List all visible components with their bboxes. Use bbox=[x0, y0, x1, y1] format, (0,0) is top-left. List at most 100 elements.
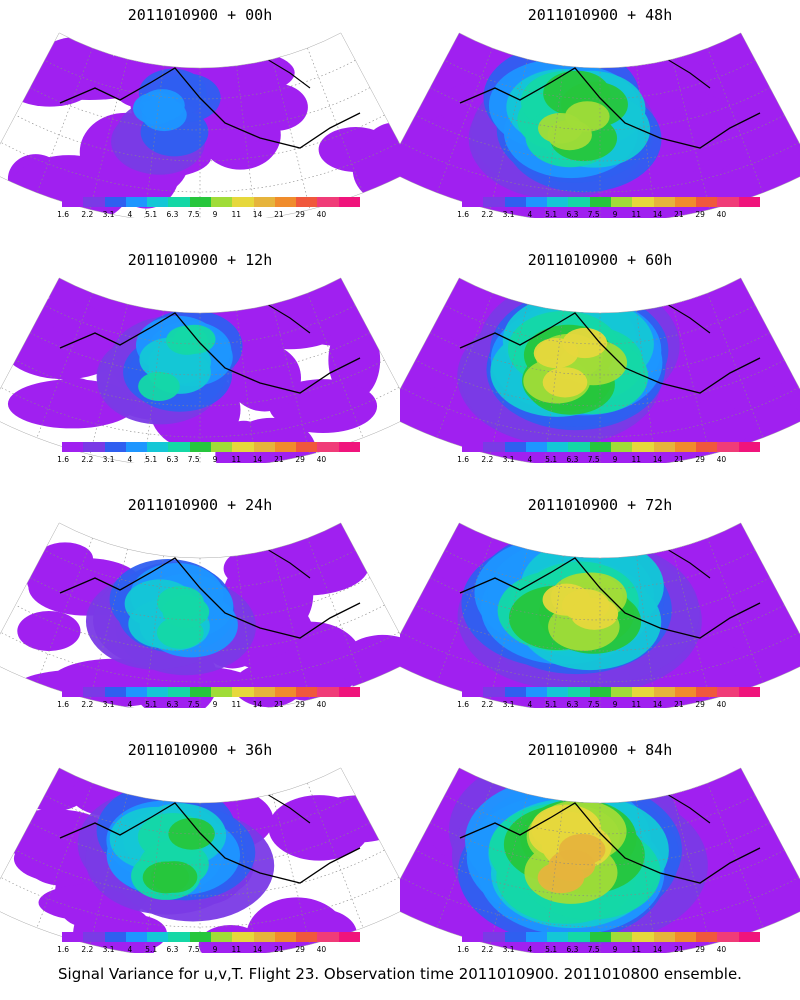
colorbar-swatch bbox=[525, 932, 548, 942]
colorbar-tick-label: 29 bbox=[295, 945, 305, 954]
colorbar-tick-label: 1.6 bbox=[457, 210, 470, 219]
colorbar-swatch bbox=[589, 442, 611, 452]
colorbar-tick-label: 14 bbox=[652, 210, 663, 219]
colorbar-swatch bbox=[296, 687, 318, 697]
colorbar-swatch bbox=[125, 932, 148, 942]
colorbar-tick-label: 6.3 bbox=[566, 945, 579, 954]
colorbar-swatch bbox=[568, 442, 590, 452]
colorbar-swatch bbox=[632, 197, 654, 207]
colorbar-tick-label: 9 bbox=[212, 455, 218, 464]
colorbar-tick-label: 11 bbox=[631, 455, 642, 464]
panel-title: 2011010900 + 12h bbox=[127, 251, 273, 269]
colorbar bbox=[462, 442, 760, 452]
coastline bbox=[459, 312, 761, 394]
colorbar-swatch bbox=[568, 197, 590, 207]
colorbar-tick-label: 2.2 bbox=[81, 455, 94, 464]
colorbar-swatch bbox=[104, 197, 126, 207]
colorbar-swatch bbox=[62, 442, 84, 452]
map-panel-48h: 2011010900 + 48h 1.6 2.2 3.1 4 5.1 6.3 7.5 9 11 1… bbox=[400, 0, 800, 245]
colorbar-tick-label: 1.6 bbox=[57, 945, 70, 954]
colorbar-swatch bbox=[125, 442, 148, 452]
colorbar bbox=[62, 197, 360, 207]
colorbar-tick-label: 14 bbox=[252, 700, 263, 709]
colorbar-tick-label: 40 bbox=[316, 945, 327, 954]
colorbar-tick-label: 29 bbox=[295, 455, 305, 464]
colorbar-tick-label: 40 bbox=[316, 700, 327, 709]
colorbar-tick-label: 9 bbox=[212, 700, 218, 709]
colorbar-tick-label: 14 bbox=[252, 210, 263, 219]
colorbar-swatch bbox=[462, 442, 484, 452]
colorbar-swatch bbox=[674, 197, 697, 207]
colorbar-tick-label: 7.5 bbox=[587, 455, 600, 464]
colorbar-swatch bbox=[589, 197, 611, 207]
colorbar-swatch bbox=[83, 932, 105, 942]
colorbar-tick-label: 7.5 bbox=[587, 210, 600, 219]
colorbar-swatch bbox=[125, 197, 148, 207]
variance-field bbox=[400, 767, 800, 953]
colorbar-tick-label: 11 bbox=[631, 945, 642, 954]
colorbar-swatch bbox=[504, 197, 526, 207]
colorbar-swatch bbox=[738, 442, 760, 452]
colorbar-tick-label: 7.5 bbox=[187, 210, 200, 219]
colorbar-swatch bbox=[62, 197, 84, 207]
colorbar-tick-label: 5.1 bbox=[145, 945, 158, 954]
colorbar-swatch bbox=[189, 197, 211, 207]
colorbar-swatch bbox=[253, 687, 275, 697]
colorbar-tick-label: 3.1 bbox=[502, 210, 515, 219]
colorbar-tick-label: 3.1 bbox=[102, 455, 115, 464]
colorbar-swatch bbox=[147, 932, 169, 942]
colorbar-swatch bbox=[589, 932, 611, 942]
colorbar bbox=[62, 932, 360, 942]
colorbar-tick-label: 11 bbox=[231, 700, 242, 709]
colorbar-swatch bbox=[210, 197, 233, 207]
colorbar-tick-label: 7.5 bbox=[187, 455, 200, 464]
colorbar-swatch bbox=[674, 687, 697, 697]
colorbar-swatch bbox=[632, 442, 654, 452]
colorbar-swatch bbox=[189, 687, 211, 697]
colorbar-swatch bbox=[274, 197, 297, 207]
colorbar-tick-label: 9 bbox=[612, 210, 618, 219]
colorbar-ticks: 1.6 2.2 3.1 4 5.1 6.3 7.5 9 11 14 21 29 40 bbox=[457, 700, 760, 712]
colorbar-tick-label: 4 bbox=[527, 945, 533, 954]
map-panel-24h: 2011010900 + 24h 1.6 2.2 3.1 4 5.1 6.3 7.5 9 11 1… bbox=[0, 490, 400, 735]
colorbar-tick-label: 4 bbox=[127, 700, 133, 709]
colorbar-swatch bbox=[296, 442, 318, 452]
colorbar-tick-label: 9 bbox=[612, 455, 618, 464]
colorbar-tick-label: 14 bbox=[652, 455, 663, 464]
colorbar-swatch bbox=[504, 442, 526, 452]
colorbar-swatch bbox=[83, 442, 105, 452]
colorbar-tick-label: 21 bbox=[674, 455, 684, 464]
colorbar-tick-label: 5.1 bbox=[545, 945, 558, 954]
colorbar-tick-label: 2.2 bbox=[81, 700, 94, 709]
sector-map bbox=[400, 522, 800, 708]
colorbar-swatch bbox=[296, 197, 318, 207]
colorbar-swatch bbox=[653, 197, 675, 207]
colorbar-swatch bbox=[483, 932, 505, 942]
colorbar-tick-label: 3.1 bbox=[502, 945, 515, 954]
colorbar-swatch bbox=[632, 687, 654, 697]
colorbar-tick-label: 14 bbox=[652, 945, 663, 954]
colorbar bbox=[62, 442, 360, 452]
colorbar-tick-label: 2.2 bbox=[481, 945, 494, 954]
colorbar-swatch bbox=[338, 932, 360, 942]
colorbar-swatch bbox=[568, 687, 590, 697]
colorbar-swatch bbox=[296, 932, 318, 942]
colorbar bbox=[462, 932, 760, 942]
colorbar-tick-label: 4 bbox=[127, 945, 133, 954]
colorbar-tick-label: 3.1 bbox=[102, 210, 115, 219]
colorbar-swatch bbox=[317, 197, 339, 207]
colorbar-tick-label: 14 bbox=[252, 945, 263, 954]
colorbar-swatch bbox=[62, 687, 84, 697]
colorbar-swatch bbox=[547, 932, 569, 942]
coastline bbox=[459, 67, 761, 149]
variance-field bbox=[0, 522, 400, 708]
colorbar-swatch bbox=[462, 197, 484, 207]
colorbar-tick-label: 21 bbox=[274, 700, 284, 709]
colorbar-tick-label: 4 bbox=[127, 455, 133, 464]
colorbar-tick-label: 6.3 bbox=[166, 945, 179, 954]
colorbar-swatch bbox=[104, 932, 126, 942]
map-panel-00h: 2011010900 + 00h 1.6 2.2 3.1 4 5.1 6.3 7.5 9 11 1… bbox=[0, 0, 400, 245]
colorbar-ticks: 1.6 2.2 3.1 4 5.1 6.3 7.5 9 11 14 21 29 40 bbox=[457, 945, 760, 957]
colorbar-tick-label: 1.6 bbox=[57, 700, 70, 709]
colorbar-swatch bbox=[338, 687, 360, 697]
